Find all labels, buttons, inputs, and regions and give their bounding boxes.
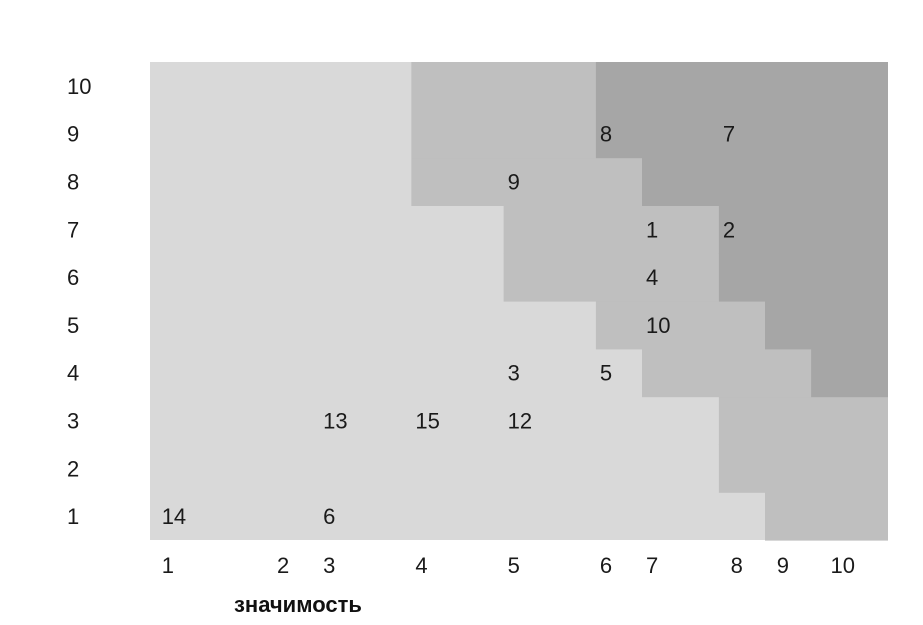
y-tick-label-6: 6 — [67, 265, 79, 290]
cell-label-10: 10 — [646, 313, 670, 338]
zones-layer — [150, 62, 888, 541]
y-tick-label-10: 10 — [67, 74, 91, 99]
cell-label-8: 8 — [600, 122, 612, 147]
y-tick-label-9: 9 — [67, 122, 79, 147]
cell-label-12: 12 — [508, 409, 532, 434]
x-axis-label: значимость — [234, 592, 362, 617]
y-tick-label-4: 4 — [67, 361, 79, 386]
zone-3-row-9 — [595, 109, 888, 159]
y-tick-label-1: 1 — [67, 504, 79, 529]
zone-2-row-2 — [718, 444, 888, 493]
x-tick-label-5: 5 — [508, 553, 520, 578]
x-tick-label-1: 1 — [162, 553, 174, 578]
cell-label-6: 6 — [323, 504, 335, 529]
x-tick-label-8: 8 — [731, 553, 743, 578]
zone-2-row-3 — [718, 396, 888, 445]
y-tick-label-8: 8 — [67, 170, 79, 195]
x-axis-ticks: 1 2 3 4 5 6 7 8 9 10 — [162, 553, 855, 578]
cell-label-9: 9 — [508, 170, 520, 195]
cell-label-1: 1 — [646, 217, 658, 242]
cell-label-7: 7 — [723, 122, 735, 147]
y-tick-label-7: 7 — [67, 217, 79, 242]
x-tick-label-6: 6 — [600, 553, 612, 578]
x-tick-label-10: 10 — [831, 553, 855, 578]
cell-label-13: 13 — [323, 409, 347, 434]
cell-label-14: 14 — [162, 504, 186, 529]
y-tick-label-3: 3 — [67, 409, 79, 434]
cell-label-2: 2 — [723, 217, 735, 242]
x-tick-label-9: 9 — [777, 553, 789, 578]
cell-label-15: 15 — [415, 409, 439, 434]
x-tick-label-2: 2 — [277, 553, 289, 578]
cell-label-4: 4 — [646, 265, 658, 290]
x-tick-label-7: 7 — [646, 553, 658, 578]
y-tick-label-5: 5 — [67, 313, 79, 338]
y-tick-label-2: 2 — [67, 456, 79, 481]
x-tick-label-4: 4 — [415, 553, 427, 578]
y-axis-ticks: 1 2 3 4 5 6 7 8 9 10 — [67, 74, 91, 529]
zone-3-row-6 — [718, 253, 888, 302]
x-tick-label-3: 3 — [323, 553, 335, 578]
zone-3-row-7 — [718, 205, 888, 254]
cell-label-5: 5 — [600, 361, 612, 386]
zone-3-row-8 — [642, 157, 888, 206]
zone-3-row-5 — [765, 301, 888, 350]
zone-2-row-1 — [765, 492, 888, 541]
zone-3-row-4 — [811, 348, 888, 398]
zone-3-row-10 — [595, 62, 888, 111]
cell-label-3: 3 — [508, 361, 520, 386]
